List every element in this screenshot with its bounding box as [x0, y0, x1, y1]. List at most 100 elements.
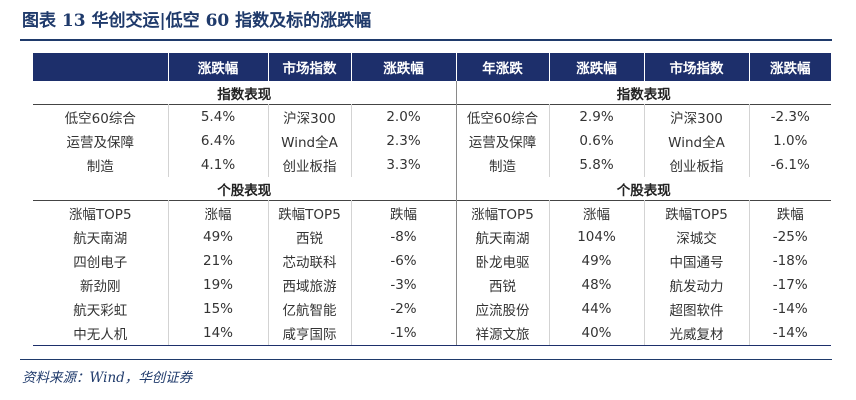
table-cell: 运营及保障 — [33, 129, 169, 153]
table-cell: -2.3% — [749, 104, 831, 129]
table-cell: 芯动联科 — [268, 249, 352, 273]
table-cell: 14% — [168, 321, 269, 346]
table-cell: -8% — [351, 225, 457, 249]
table-cell: 6.4% — [168, 129, 269, 153]
table-row: 四创电子 21% 芯动联科 -6% 卧龙电驱 49% 中国通号 -18% — [33, 249, 831, 273]
header-cell: 年涨跌 — [456, 53, 550, 81]
table-cell: 4.1% — [168, 153, 269, 177]
table-cell: 15% — [168, 297, 269, 321]
title-rule — [20, 39, 832, 41]
table-cell: 创业板指 — [268, 153, 352, 177]
table-cell: 21% — [168, 249, 269, 273]
table-cell: 亿航智能 — [268, 297, 352, 321]
subheader-cell: 跌幅 — [749, 200, 831, 225]
table-cell: -6.1% — [770, 157, 810, 173]
table-cell: Wind全A — [644, 129, 750, 153]
table-cell: 制造 — [456, 153, 550, 177]
table-cell: 新劲刚 — [33, 273, 169, 297]
table-cell: 1.0% — [773, 133, 808, 149]
header-row: 涨跌幅 市场指数 涨跌幅 年涨跌 涨跌幅 市场指数 涨跌幅 — [33, 53, 831, 81]
table-cell: 超图软件 — [644, 297, 750, 321]
table-cell: 49% — [549, 249, 645, 273]
subheader-cell: 涨幅TOP5 — [33, 200, 169, 225]
table-cell: 低空60综合 — [456, 104, 550, 129]
header-cell: 涨跌幅 — [749, 53, 831, 81]
subheader-cell: 跌幅TOP5 — [268, 200, 352, 225]
table-cell: 中无人机 — [33, 321, 169, 346]
table-cell: 制造 — [33, 153, 169, 177]
section-label-stock-left: 个股表现 — [33, 177, 457, 201]
table-cell: -18% — [772, 253, 808, 269]
table-cell: 西域旅游 — [268, 273, 352, 297]
table-cell: 19% — [168, 273, 269, 297]
performance-table: 涨跌幅 市场指数 涨跌幅 年涨跌 涨跌幅 市场指数 涨跌幅 指数表现 指数表现 … — [33, 53, 831, 346]
table-cell: 0.6% — [549, 129, 645, 153]
table-cell: -14% — [772, 301, 808, 317]
subheader-cell: 跌幅 — [351, 200, 457, 225]
table-cell: 5.4% — [168, 104, 269, 129]
table-cell: 2.9% — [549, 104, 645, 129]
table-row: 新劲刚 19% 西域旅游 -3% 西锐 48% 航发动力 -17% — [33, 273, 831, 297]
subheader-cell: 涨幅 — [168, 200, 269, 225]
table-cell: 咸亨国际 — [268, 321, 352, 346]
table-cell: -25% — [772, 229, 808, 245]
section-label-index-left: 指数表现 — [33, 81, 457, 105]
table-cell: 3.3% — [351, 153, 457, 177]
table-cell: 航发动力 — [644, 273, 750, 297]
subheader-cell: 跌幅TOP5 — [644, 200, 750, 225]
table-cell: 40% — [549, 321, 645, 346]
subheader-cell: 涨幅 — [549, 200, 645, 225]
table-cell: 航天南湖 — [456, 225, 550, 249]
table-cell: 创业板指 — [644, 153, 750, 177]
source-note: 资料来源：Wind，华创证券 — [22, 370, 193, 386]
section-label-stock-right: 个股表现 — [616, 182, 671, 199]
table-cell: 低空60综合 — [33, 104, 169, 129]
table-cell: -3% — [351, 273, 457, 297]
table-cell: 2.0% — [351, 104, 457, 129]
table-cell: 祥源文旅 — [456, 321, 550, 346]
table-cell: 沪深300 — [268, 104, 352, 129]
subheader-cell: 涨幅TOP5 — [456, 200, 550, 225]
table-cell: 航天南湖 — [33, 225, 169, 249]
table-cell: 四创电子 — [33, 249, 169, 273]
source-rule — [20, 359, 832, 360]
table-cell: 104% — [549, 225, 645, 249]
table-cell: 2.3% — [351, 129, 457, 153]
table-cell: -17% — [772, 277, 808, 293]
table-cell: 44% — [549, 297, 645, 321]
section-row-stock: 个股表现 个股表现 — [33, 177, 831, 201]
table-cell: 中国通号 — [644, 249, 750, 273]
header-cell: 涨跌幅 — [168, 53, 269, 81]
stock-subheader-row: 涨幅TOP5 涨幅 跌幅TOP5 跌幅 涨幅TOP5 涨幅 跌幅TOP5 跌幅 — [33, 200, 831, 225]
table-cell: 西锐 — [268, 225, 352, 249]
table-cell: 48% — [549, 273, 645, 297]
table-cell: Wind全A — [268, 129, 352, 153]
figure-title: 图表 13 华创交运|低空 60 指数及标的涨跌幅 — [22, 11, 372, 31]
performance-table-container: 涨跌幅 市场指数 涨跌幅 年涨跌 涨跌幅 市场指数 涨跌幅 指数表现 指数表现 … — [33, 53, 831, 346]
table-cell: 49% — [168, 225, 269, 249]
section-label-index-right: 指数表现 — [616, 86, 671, 103]
table-cell: -14% — [749, 321, 831, 346]
section-row-index: 指数表现 指数表现 — [33, 81, 831, 105]
table-row: 航天南湖 49% 西锐 -8% 航天南湖 104% 深城交 -25% — [33, 225, 831, 249]
header-cell — [33, 53, 169, 81]
table-row: 航天彩虹 15% 亿航智能 -2% 应流股份 44% 超图软件 -14% — [33, 297, 831, 321]
table-cell: 航天彩虹 — [33, 297, 169, 321]
table-cell: 沪深300 — [644, 104, 750, 129]
header-cell: 涨跌幅 — [549, 53, 645, 81]
table-row: 低空60综合 5.4% 沪深300 2.0% 低空60综合 2.9% 沪深300… — [33, 104, 831, 129]
table-cell: 运营及保障 — [456, 129, 550, 153]
table-cell: 卧龙电驱 — [456, 249, 550, 273]
table-cell: -2% — [351, 297, 457, 321]
header-cell: 市场指数 — [268, 53, 352, 81]
table-row: 制造 4.1% 创业板指 3.3% 制造 5.8% 创业板指 -6.1% — [33, 153, 831, 177]
table-cell: -1% — [351, 321, 457, 346]
table-cell: 应流股份 — [456, 297, 550, 321]
table-cell: -6% — [351, 249, 457, 273]
table-row: 中无人机 14% 咸亨国际 -1% 祥源文旅 40% 光威复材 -14% — [33, 321, 831, 346]
table-cell: 深城交 — [644, 225, 750, 249]
table-row: 运营及保障 6.4% Wind全A 2.3% 运营及保障 0.6% Wind全A… — [33, 129, 831, 153]
table-cell: 5.8% — [549, 153, 645, 177]
table-cell: 光威复材 — [644, 321, 750, 346]
header-cell: 市场指数 — [644, 53, 750, 81]
